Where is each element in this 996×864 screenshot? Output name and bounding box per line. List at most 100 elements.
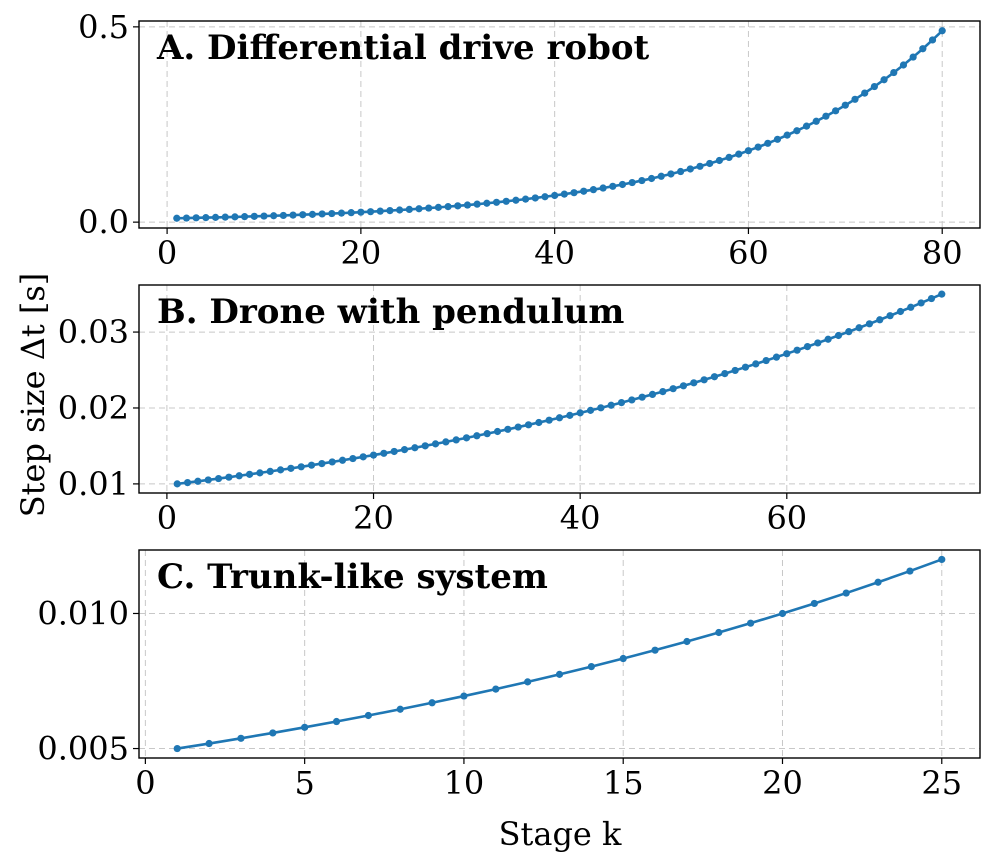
data-point	[202, 214, 210, 222]
data-point	[731, 366, 739, 375]
data-point	[744, 147, 753, 155]
data-point	[677, 167, 685, 176]
data-point	[460, 692, 468, 700]
data-point	[492, 198, 501, 206]
data-point	[890, 68, 898, 77]
data-point	[473, 200, 481, 208]
data-point	[587, 663, 595, 671]
data-point	[266, 467, 274, 475]
data-point	[425, 204, 433, 212]
data-point	[628, 178, 636, 187]
data-point	[874, 578, 882, 586]
data-point	[841, 101, 849, 109]
data-point	[899, 61, 908, 69]
y-tick-label: 0.02	[58, 389, 129, 427]
data-point	[700, 376, 708, 384]
data-point	[710, 373, 719, 381]
data-point	[783, 350, 791, 358]
panel-title: C. Trunk-like system	[157, 557, 548, 597]
data-point	[473, 432, 481, 440]
data-point	[205, 739, 213, 748]
x-tick-label: 20	[353, 499, 394, 537]
data-point	[357, 208, 365, 216]
y-tick-label: 0.03	[58, 313, 129, 351]
x-tick-label: 0	[135, 764, 155, 802]
x-tick-label: 15	[603, 764, 644, 802]
data-point	[824, 335, 832, 343]
data-point	[462, 434, 471, 442]
data-point	[861, 89, 869, 97]
data-point	[192, 214, 200, 222]
data-point	[318, 210, 326, 218]
data-point	[396, 705, 404, 713]
data-point	[183, 478, 192, 487]
data-point	[725, 153, 733, 161]
data-point	[308, 210, 317, 218]
plot-frame	[138, 20, 981, 229]
data-point	[521, 195, 530, 203]
data-point	[211, 213, 220, 221]
data-point	[504, 425, 512, 433]
data-point	[512, 196, 520, 204]
data-point	[541, 193, 549, 201]
data-point	[359, 453, 367, 461]
data-point	[328, 458, 336, 466]
data-point	[411, 444, 419, 452]
data-point	[279, 211, 287, 220]
data-point	[747, 619, 755, 627]
data-point	[651, 646, 659, 654]
data-point	[706, 159, 714, 168]
data-point	[301, 723, 309, 731]
x-tick-label: 60	[728, 234, 769, 272]
data-point	[810, 599, 818, 608]
data-point	[560, 190, 568, 198]
data-point	[886, 312, 894, 320]
data-point	[380, 449, 388, 457]
data-point	[845, 328, 853, 336]
data-point	[896, 307, 905, 316]
data-point	[434, 203, 442, 211]
data-point	[735, 150, 743, 158]
data-point	[928, 36, 937, 44]
data-point	[638, 176, 646, 185]
data-point	[492, 685, 500, 693]
data-point	[260, 212, 268, 220]
data-point	[332, 717, 341, 726]
data-point	[237, 734, 245, 742]
data-point	[173, 214, 181, 222]
data-point	[762, 356, 770, 365]
data-point	[773, 135, 782, 143]
data-point	[754, 143, 762, 151]
data-point	[287, 464, 295, 472]
data-point	[454, 202, 462, 210]
data-point	[907, 303, 915, 311]
data-point	[870, 82, 878, 91]
panel-a: 0 20 40 60 80 0.0 0.5 A. Differential drive rob…	[78, 8, 981, 272]
data-point	[235, 472, 243, 480]
data-point	[225, 473, 233, 481]
y-tick-label: 0.0	[78, 203, 129, 241]
panel-title: B. Drone with pendulum	[157, 292, 624, 332]
data-point	[493, 427, 502, 436]
data-point	[865, 320, 874, 328]
data-point	[442, 438, 450, 446]
data-point	[214, 474, 223, 483]
data-point	[386, 207, 394, 215]
data-point	[803, 343, 812, 351]
data-point	[880, 76, 888, 84]
data-point	[619, 654, 627, 663]
panels: 0 20 40 60 80 0.0 0.5 A. Differential drive rob…	[37, 8, 981, 802]
data-point	[204, 476, 212, 484]
panel-b: 0 20 40 60 0.01 0.02 0.03 B. Drone with pendulu…	[58, 284, 981, 537]
data-point	[276, 466, 285, 474]
data-point	[638, 393, 646, 401]
data-point	[369, 451, 378, 459]
data-point	[938, 27, 946, 35]
x-tick-label: 25	[921, 764, 962, 802]
data-point	[599, 184, 607, 192]
data-point	[772, 353, 781, 361]
data-point	[696, 162, 704, 170]
data-point	[686, 165, 694, 173]
data-point	[483, 199, 491, 207]
data-point	[876, 316, 884, 324]
